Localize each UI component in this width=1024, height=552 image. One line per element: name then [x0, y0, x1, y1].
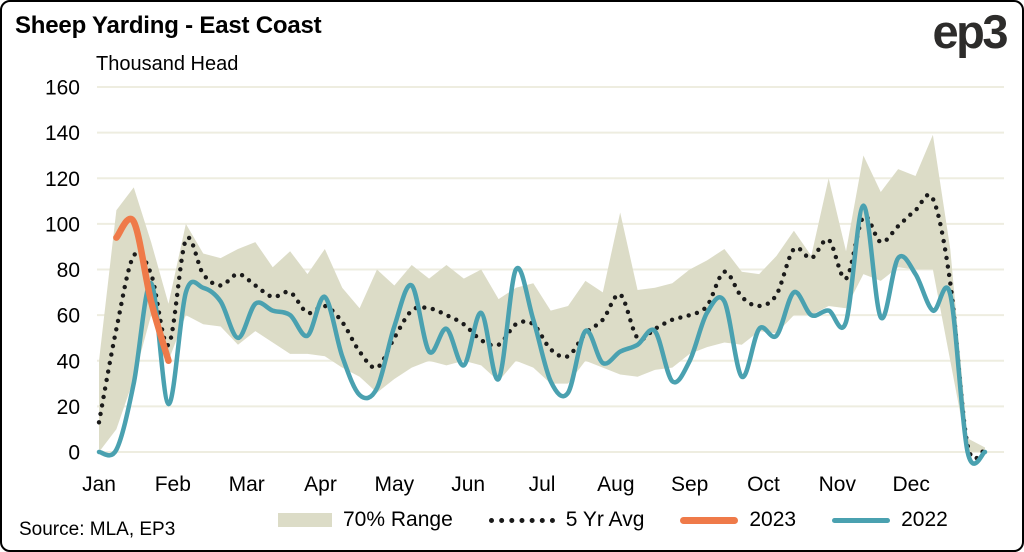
y-axis-unit-label: Thousand Head	[96, 53, 239, 75]
x-tick-label: Dec	[892, 473, 929, 496]
x-tick-label: Apr	[304, 473, 337, 496]
ep3-logo: ep3	[932, 5, 1009, 58]
band-70-range-area	[99, 134, 985, 452]
y-tick-label: 0	[68, 442, 80, 465]
band-swatch-icon	[278, 513, 332, 527]
x-tick-label: Jan	[82, 473, 116, 496]
legend-item-2023: 2023	[680, 508, 796, 532]
legend-label: 2022	[901, 508, 948, 531]
x-tick-label: Mar	[229, 473, 265, 496]
x-tick-label: Nov	[819, 473, 857, 496]
y-tick-label: 80	[57, 259, 80, 282]
x-tick-label: Jun	[451, 473, 485, 496]
y-tick-label: 40	[57, 350, 80, 373]
series-2023-line	[113, 215, 172, 365]
dotted-line-icon	[488, 517, 555, 523]
x-tick-label: Aug	[597, 473, 634, 496]
teal-line-icon	[832, 517, 891, 523]
x-tick-label: Jul	[529, 473, 556, 496]
y-tick-label: 140	[45, 122, 80, 145]
legend-item-2022: 2022	[832, 508, 948, 532]
legend-label: 5 Yr Avg	[565, 508, 645, 531]
y-tick-label: 20	[57, 396, 80, 419]
y-tick-label: 160	[45, 77, 80, 100]
legend-item-5yr-avg: 5 Yr Avg	[488, 508, 645, 532]
source-note: Source: MLA, EP3	[19, 519, 176, 540]
y-tick-label: 120	[45, 168, 80, 191]
orange-line-icon	[680, 516, 739, 524]
chart-legend: 70% Range 5 Yr Avg 2023 2022	[278, 508, 948, 532]
x-tick-label: Oct	[747, 473, 780, 496]
x-tick-label: Sep	[671, 473, 708, 496]
series-2022-line	[96, 203, 988, 466]
legend-item-70-range: 70% Range	[278, 508, 453, 532]
legend-label: 70% Range	[343, 508, 453, 531]
series-5yr-avg-line	[96, 192, 988, 461]
page-title: Sheep Yarding - East Coast	[15, 12, 322, 39]
y-tick-label: 60	[57, 305, 80, 328]
y-tick-label: 100	[45, 213, 80, 236]
x-tick-label: May	[374, 473, 414, 496]
x-tick-label: Feb	[155, 473, 191, 496]
legend-label: 2023	[749, 508, 797, 531]
